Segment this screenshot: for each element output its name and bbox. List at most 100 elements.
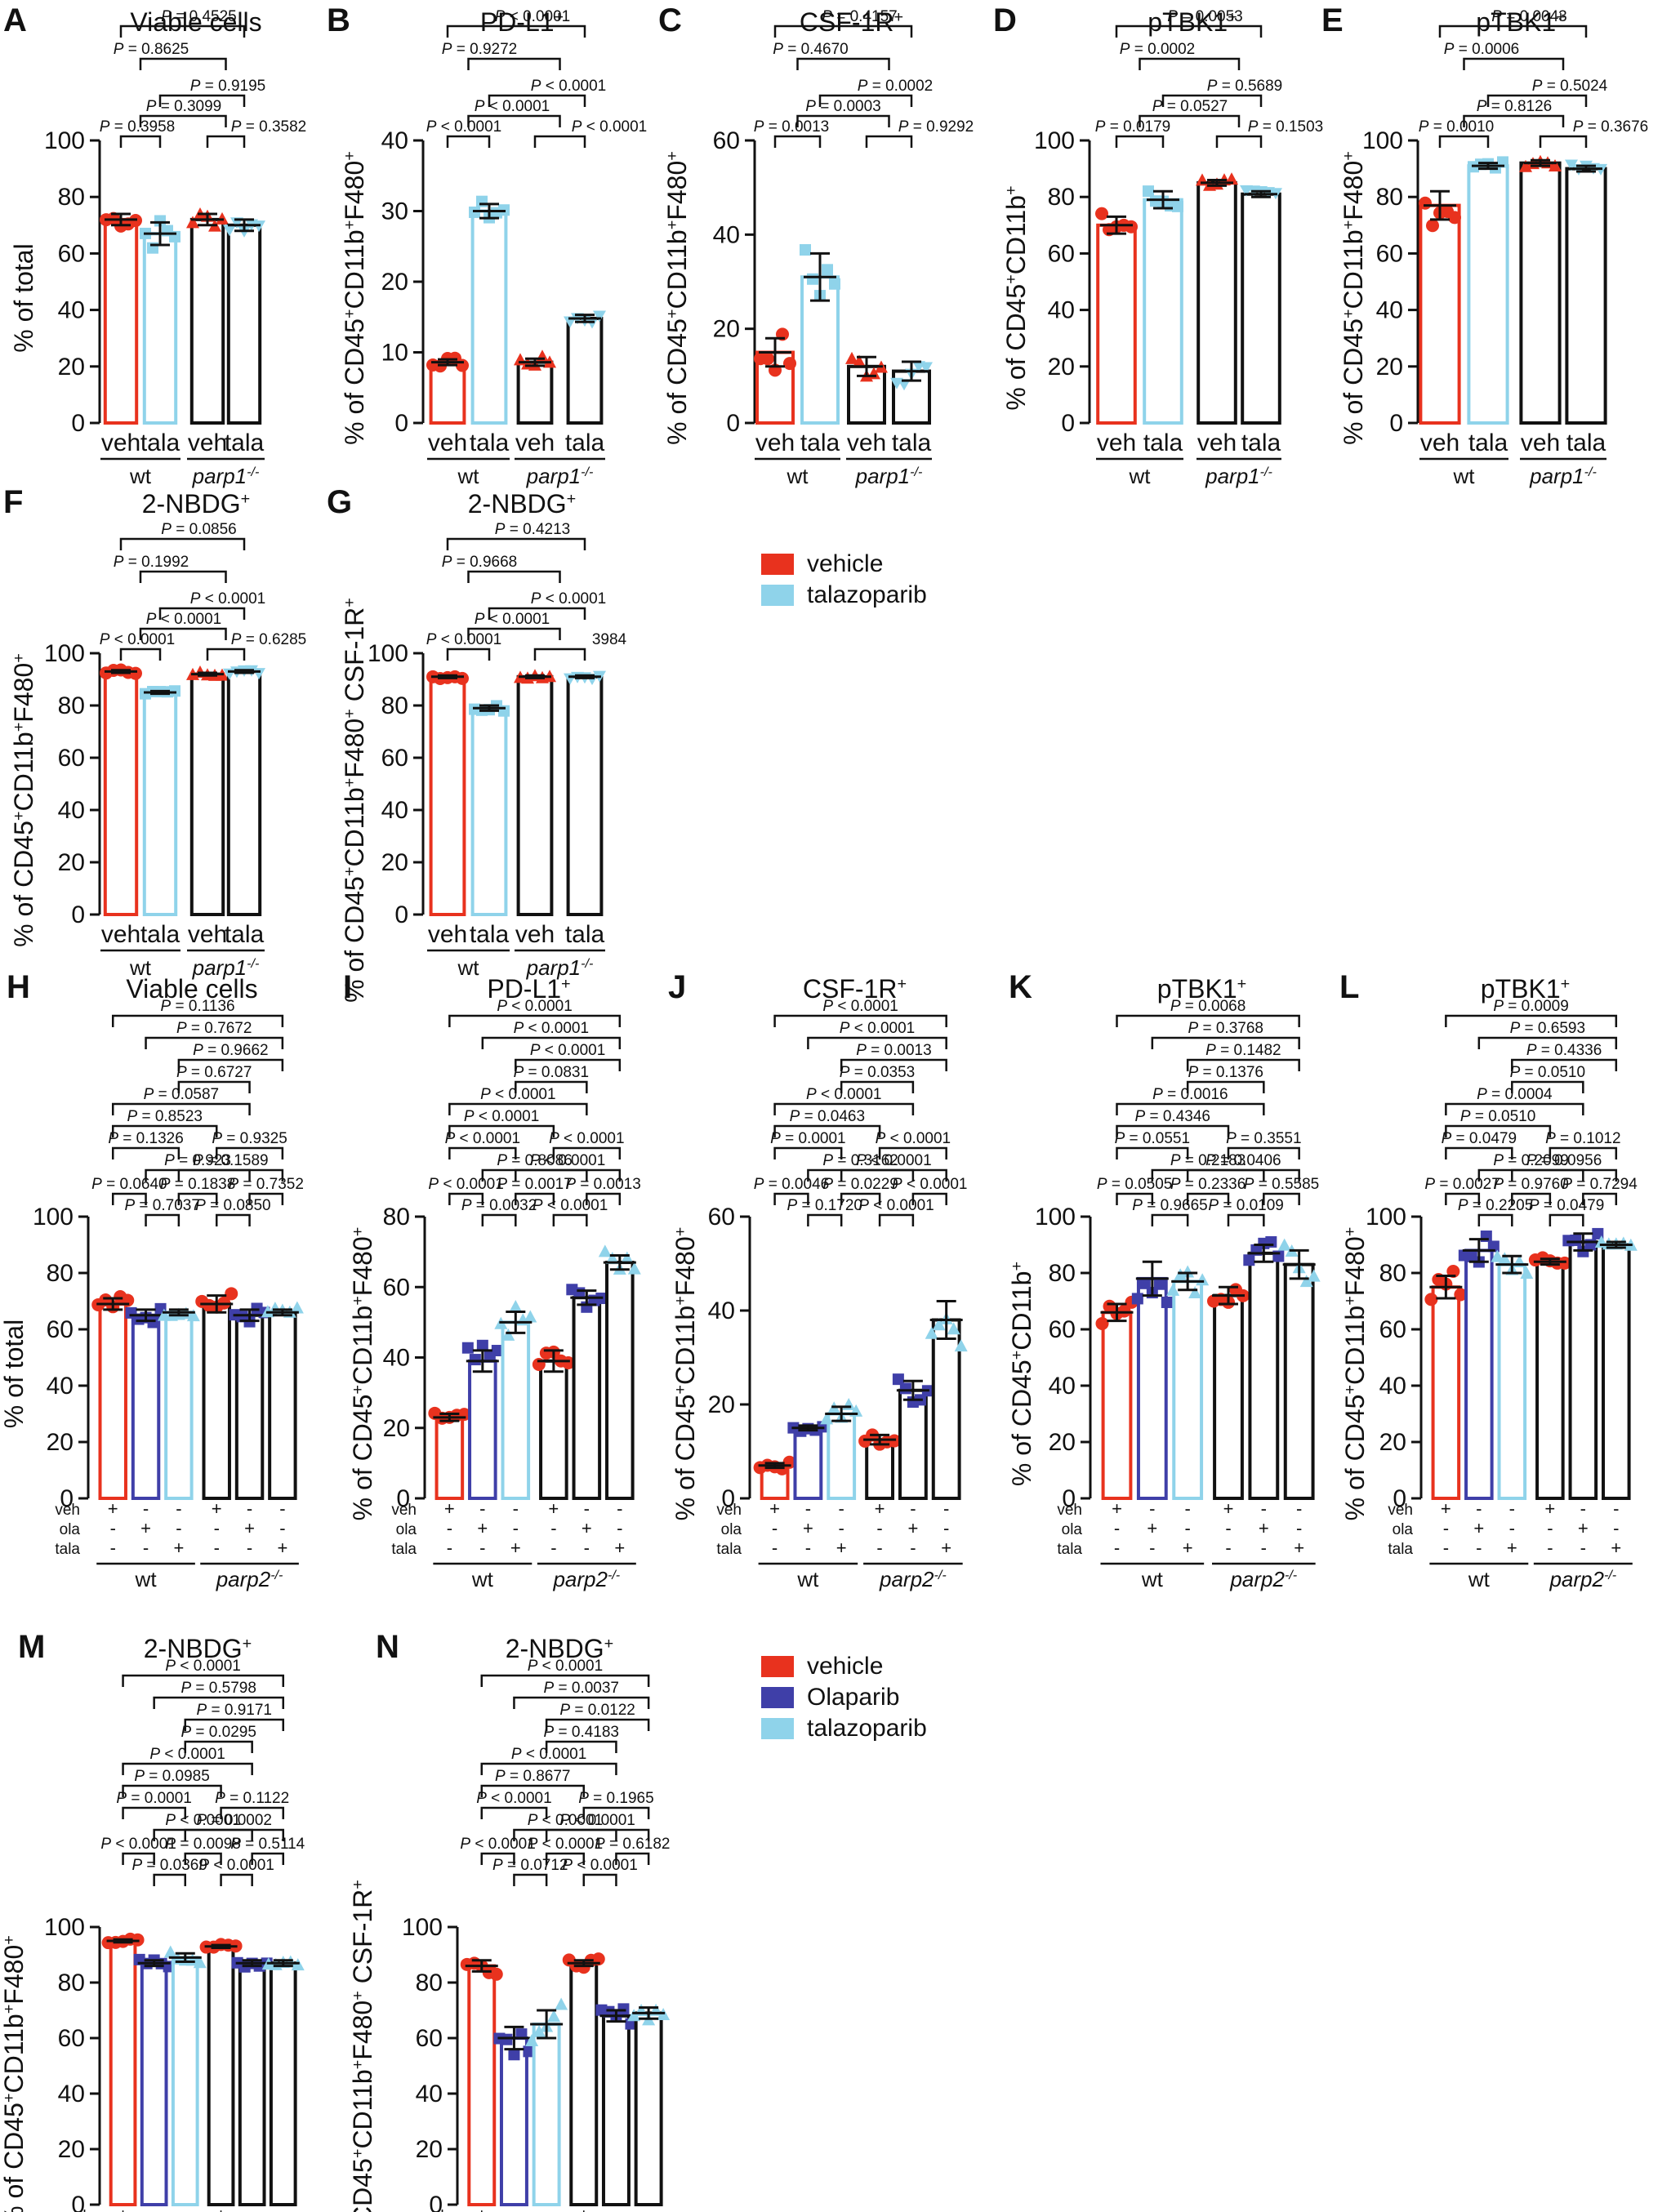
bar	[268, 1311, 297, 1501]
x-tick-label: tala	[140, 921, 180, 948]
x-tick-label: tala	[565, 921, 605, 948]
group-label: parp1-/-	[526, 955, 594, 980]
significance-bracket	[220, 1873, 253, 1886]
p-value-label: P = 0.1838	[160, 1176, 235, 1193]
treatment-sign: -	[876, 1538, 882, 1558]
y-tick-label: 80	[383, 1204, 410, 1231]
significance-bracket	[513, 1696, 650, 1709]
significance-bracket	[139, 570, 227, 583]
legend-top: vehicle talazoparib	[761, 550, 927, 608]
y-tick-label: 40	[381, 127, 408, 154]
significance-bracket	[1438, 135, 1490, 148]
data-point	[491, 1345, 503, 1357]
treatment-sign: -	[805, 1498, 811, 1519]
treatment-sign: -	[772, 1518, 778, 1538]
y-tick-label: 40	[1049, 1373, 1076, 1400]
x-tick-label: veh	[1420, 429, 1459, 456]
p-value-label: P = 0.2099	[1493, 1152, 1568, 1169]
data-point	[1549, 158, 1562, 171]
bar	[1519, 161, 1562, 425]
p-value-label: P = 0.0850	[195, 1197, 270, 1214]
significance-bracket	[807, 1036, 947, 1049]
treatment-row-label: veh	[1388, 1502, 1413, 1519]
p-value-label: P < 0.0001	[100, 1836, 176, 1853]
y-axis-label: % of CD45+CD11b+F480+	[1340, 1227, 1370, 1521]
data-point	[1196, 1273, 1210, 1286]
p-value-label: P < 0.0001	[476, 1790, 551, 1807]
y-tick-label: 0	[60, 1485, 74, 1512]
x-tick-label: veh	[101, 429, 140, 456]
y-axis-label: % of total	[9, 243, 38, 352]
p-value-label: P < 0.0001	[165, 1812, 240, 1829]
data-point	[509, 1300, 523, 1313]
data-point	[617, 2003, 630, 2015]
p-value-label: P < 0.0001	[426, 118, 501, 136]
group-label: wt	[129, 955, 152, 980]
p-value-label: P < 0.0001	[528, 1812, 603, 1829]
significance-bracket	[878, 1146, 947, 1159]
legend-swatch	[761, 554, 794, 575]
p-value-label: P < 0.0001	[533, 1197, 608, 1214]
significance-bracket	[184, 1852, 222, 1865]
p-value-label: P = 0.4525	[161, 8, 236, 25]
treatment-sign: +	[1294, 1538, 1304, 1558]
legend-label: talazoparib	[807, 581, 927, 608]
bar	[1172, 1280, 1204, 1500]
p-value-label: P = 0.9195	[190, 78, 265, 95]
data-point	[947, 1322, 960, 1335]
significance-bracket	[1549, 1213, 1584, 1226]
bar	[468, 1359, 497, 1500]
bar	[605, 1261, 635, 1500]
p-value-label: P = 0.1503	[1248, 118, 1323, 136]
significance-bracket	[1227, 1146, 1300, 1159]
p-value-label: P = 0.8126	[1477, 98, 1552, 115]
p-value-label: P = 0.0956	[1526, 1152, 1602, 1169]
panel-letter: H	[7, 969, 30, 1005]
p-value-label: P < 0.0001	[528, 1836, 603, 1853]
data-point	[461, 1342, 474, 1354]
p-value-label: P < 0.0001	[460, 1836, 535, 1853]
p-value-label: P = 0.0510	[1510, 1064, 1585, 1081]
p-value-label: P < 0.0001	[511, 1746, 586, 1763]
group-label: wt	[796, 1567, 819, 1591]
treatment-sign: -	[447, 1518, 452, 1538]
p-value-label: P = 0.4183	[544, 1724, 619, 1741]
treatment-sign: +	[941, 1538, 951, 1558]
panel-letter: M	[18, 1629, 45, 1665]
y-tick-label: 80	[47, 1260, 74, 1287]
p-value-label: P < 0.0001	[549, 1130, 624, 1147]
significance-bracket	[1186, 1168, 1300, 1182]
y-axis-label: % of CD45+CD11b+	[1001, 185, 1031, 410]
p-value-label: P = 0.1965	[578, 1790, 653, 1807]
group-label: parp1-/-	[192, 464, 260, 488]
x-tick-label: tala	[140, 429, 180, 456]
treatment-sign: -	[513, 1518, 519, 1538]
p-value-label: P = 0.4213	[495, 521, 570, 538]
treatment-sign: -	[617, 1518, 622, 1538]
significance-bracket	[773, 1014, 947, 1027]
y-tick-label: 20	[416, 2136, 443, 2163]
significance-bracket	[480, 1806, 548, 1819]
treatment-row-label: ola	[721, 1521, 742, 1538]
data-point	[1131, 1293, 1143, 1305]
significance-bracket	[488, 607, 586, 620]
data-point	[620, 1251, 634, 1264]
data-point	[627, 2009, 641, 2022]
y-tick-label: 100	[44, 640, 85, 667]
panel-letter: A	[3, 2, 27, 38]
x-tick-label: veh	[515, 429, 555, 456]
y-tick-label: 40	[416, 2081, 443, 2107]
p-value-label: P = 0.4157	[822, 8, 897, 25]
treatment-row-label: ola	[60, 1521, 81, 1538]
treatment-sign: -	[151, 2205, 157, 2212]
significance-bracket	[177, 1168, 284, 1182]
p-value-label: P = 0.0640	[91, 1176, 167, 1193]
significance-bracket	[545, 1828, 650, 1841]
p-value-label: P = 0.0002	[858, 78, 933, 95]
p-value-label: P = 0.3099	[146, 98, 221, 115]
treatment-sign: -	[543, 2205, 549, 2212]
y-tick-label: 100	[1362, 127, 1403, 154]
y-tick-label: 0	[1062, 1485, 1076, 1512]
treatment-sign: +	[212, 1498, 222, 1519]
treatment-row-label: veh	[66, 2208, 91, 2212]
